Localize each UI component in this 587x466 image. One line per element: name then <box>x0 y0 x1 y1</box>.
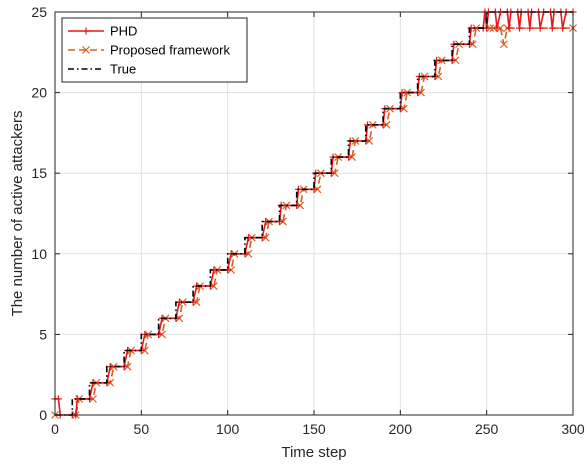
legend-label-phd: PHD <box>110 24 137 39</box>
data-point <box>505 24 513 32</box>
x-axis-label: Time step <box>281 444 346 461</box>
data-point <box>548 24 556 32</box>
legend-label-proposed-framework: Proposed framework <box>110 43 230 58</box>
legend-marker-phd <box>82 27 90 35</box>
data-point <box>364 121 372 129</box>
legend-label-true: True <box>110 62 136 77</box>
x-tick-label: 300 <box>561 421 585 437</box>
grid <box>55 12 573 415</box>
x-tick-label: 200 <box>389 421 413 437</box>
legend: PHD Proposed framework True <box>61 17 248 83</box>
y-tick-label: 10 <box>31 246 47 262</box>
x-tick-label: 150 <box>302 421 326 437</box>
x-tick-label: 50 <box>134 421 150 437</box>
x-tick-label: 250 <box>475 421 499 437</box>
y-tick-label: 5 <box>39 326 47 342</box>
data-point <box>141 330 149 338</box>
data-point <box>536 24 544 32</box>
legend-marker-proposed-framework <box>82 46 90 54</box>
y-tick-label: 0 <box>39 407 47 423</box>
y-axis-label: The number of active attackers <box>9 111 26 317</box>
data-point <box>559 24 567 32</box>
y-tick-label: 15 <box>31 165 47 181</box>
x-tick-label: 0 <box>51 421 59 437</box>
data-point <box>515 24 523 32</box>
data-point <box>483 24 491 32</box>
data-point <box>493 24 501 32</box>
x-tick-label: 100 <box>216 421 240 437</box>
data-point <box>379 121 387 129</box>
data-point <box>526 24 534 32</box>
y-tick-label: 20 <box>31 85 47 101</box>
data-point <box>155 330 163 338</box>
ticks: 0 50 100 150 200 250 300 0 5 10 15 20 25 <box>31 4 584 437</box>
y-tick-label: 25 <box>31 4 47 20</box>
data-point <box>54 395 62 403</box>
data-point <box>500 40 508 49</box>
